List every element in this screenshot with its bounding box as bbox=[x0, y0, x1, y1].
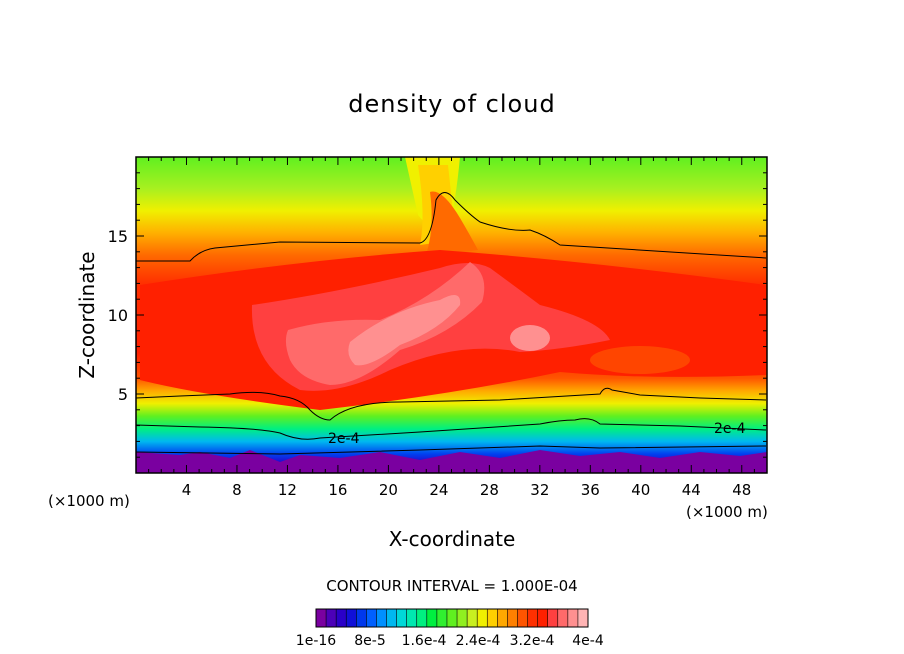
ground-noise bbox=[136, 450, 767, 473]
colorbar-swatch bbox=[316, 609, 327, 627]
x-tick-label: 36 bbox=[581, 481, 600, 499]
colorbar-label: 1.6e-4 bbox=[402, 633, 447, 649]
colorbar-label: 2.4e-4 bbox=[456, 633, 501, 649]
colorbar-swatch bbox=[517, 609, 528, 627]
x-tick-label: 40 bbox=[631, 481, 650, 499]
contour-lower-2 bbox=[135, 418, 767, 440]
colorbar-swatch bbox=[477, 609, 488, 627]
colorbar-swatch bbox=[336, 609, 347, 627]
colorbar-label: 8e-5 bbox=[354, 633, 385, 649]
x-unit-label-right: (×1000 m) bbox=[686, 503, 768, 521]
contour-label-right: 2e-4 bbox=[714, 421, 746, 437]
colorbar-swatch bbox=[507, 609, 518, 627]
x-tick-label: 32 bbox=[530, 481, 549, 499]
colorbar-swatch bbox=[547, 609, 559, 627]
contour-lower-1 bbox=[135, 387, 767, 421]
colorbar-swatch bbox=[497, 609, 508, 627]
upper-bump-core bbox=[425, 191, 478, 258]
colorbar-swatch bbox=[567, 609, 579, 627]
x-tick-label: 20 bbox=[379, 481, 398, 499]
x-tick-label: 16 bbox=[328, 481, 347, 499]
colorbar-swatch bbox=[386, 609, 397, 627]
colorbar-swatch bbox=[537, 609, 549, 627]
x-tick-label: 4 bbox=[182, 481, 192, 499]
colorbar-label: 1e-16 bbox=[296, 633, 336, 649]
colorbar-frame bbox=[315, 608, 589, 628]
contour-upper bbox=[136, 192, 767, 262]
colorbar-swatch bbox=[396, 609, 408, 627]
chart-title: density of cloud bbox=[348, 90, 555, 118]
colorbar-swatch bbox=[557, 609, 569, 627]
colorbar-label: 3.2e-4 bbox=[510, 633, 555, 649]
secondary-core bbox=[510, 325, 550, 351]
colorbar-swatch bbox=[406, 609, 418, 627]
colorbar-swatch bbox=[366, 609, 377, 627]
x-tick-label: 44 bbox=[682, 481, 701, 499]
colorbar-swatch bbox=[426, 609, 438, 627]
x-tick-label: 48 bbox=[732, 481, 751, 499]
colorbar-swatch bbox=[467, 609, 478, 627]
colorbar-swatch bbox=[326, 609, 337, 627]
contour-interval: CONTOUR INTERVAL = 1.000E-04 bbox=[326, 577, 577, 595]
plot-field bbox=[136, 157, 767, 473]
colorbar-swatch bbox=[527, 609, 539, 627]
colorbar-swatch bbox=[416, 609, 428, 627]
x-tick-label: 12 bbox=[278, 481, 297, 499]
x-tick-label: 24 bbox=[429, 481, 448, 499]
lightest-core bbox=[348, 295, 461, 366]
y-axis-ticks: 5 10 15 bbox=[108, 172, 767, 458]
colorbar-labels: 1e-16 8e-5 1.6e-4 2.4e-4 3.2e-4 4e-4 bbox=[296, 633, 604, 649]
colorbar-swatch bbox=[446, 609, 458, 627]
y-tick-label: 15 bbox=[108, 227, 128, 246]
y-tick-label: 5 bbox=[118, 385, 128, 404]
colorbar-swatch bbox=[436, 609, 448, 627]
contour-lower-3 bbox=[135, 445, 767, 455]
y-axis-title: Z-coordinate bbox=[75, 251, 99, 378]
x-axis-title: X-coordinate bbox=[389, 527, 516, 551]
contours bbox=[135, 192, 767, 455]
convection-plume bbox=[590, 346, 690, 374]
colorbar-swatch bbox=[376, 609, 387, 627]
x-tick-label: 8 bbox=[232, 481, 242, 499]
colorbar-swatch bbox=[577, 609, 589, 627]
colorbar-swatch bbox=[356, 609, 367, 627]
colorbar-swatch bbox=[346, 609, 357, 627]
colorbar-label: 4e-4 bbox=[572, 633, 604, 649]
x-tick-label: 28 bbox=[480, 481, 499, 499]
contour-label-left: 2e-4 bbox=[328, 431, 360, 447]
x-unit-label-left: (×1000 m) bbox=[48, 492, 130, 510]
colorbar bbox=[315, 608, 589, 628]
y-tick-label: 10 bbox=[108, 306, 128, 325]
colorbar-swatch bbox=[487, 609, 498, 627]
x-axis-ticks: 4 8 12 16 20 24 28 32 36 40 44 48 bbox=[148, 157, 755, 499]
colorbar-swatch bbox=[457, 609, 468, 627]
